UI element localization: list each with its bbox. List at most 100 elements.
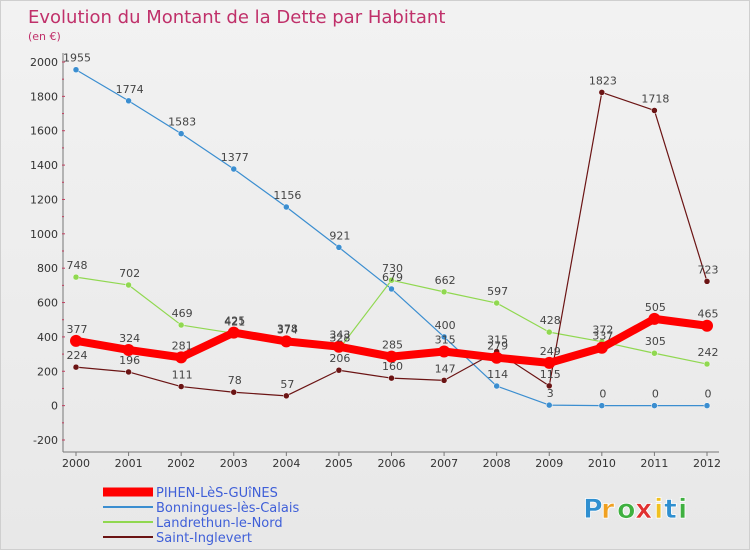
series-point-2 bbox=[177, 321, 185, 329]
data-label: 1955 bbox=[63, 52, 91, 65]
logo-letter: r bbox=[601, 494, 615, 525]
series-point-1 bbox=[230, 165, 237, 173]
series-point-1 bbox=[440, 333, 448, 341]
data-label: 111 bbox=[172, 369, 193, 382]
logo-letter: i bbox=[654, 494, 663, 525]
data-label: 1583 bbox=[168, 116, 196, 129]
logo-letter: o bbox=[617, 494, 636, 525]
data-label: 465 bbox=[698, 308, 719, 321]
legend-label: Bonningues-lès-Calais bbox=[156, 501, 299, 516]
y-tick-label: 200 bbox=[37, 365, 58, 378]
data-label: 78 bbox=[228, 374, 242, 387]
data-label: 281 bbox=[172, 339, 193, 352]
y-tick-label: 600 bbox=[37, 297, 58, 310]
series-point-3 bbox=[230, 388, 237, 396]
series-point-3 bbox=[440, 377, 448, 384]
series-point-1 bbox=[546, 401, 553, 409]
series-point-3 bbox=[177, 383, 185, 390]
series-point-3 bbox=[598, 89, 606, 96]
data-label: 206 bbox=[329, 352, 350, 365]
series-lines bbox=[70, 66, 713, 409]
series-point-2 bbox=[440, 288, 448, 296]
series-point-2 bbox=[651, 349, 658, 357]
data-label: 315 bbox=[487, 334, 508, 347]
data-label: 428 bbox=[540, 314, 561, 327]
series-point-0 bbox=[332, 340, 345, 353]
chart-title: Evolution du Montant de la Dette par Hab… bbox=[28, 7, 445, 28]
data-label: 505 bbox=[645, 301, 666, 314]
data-label: 421 bbox=[224, 315, 245, 328]
data-label: 374 bbox=[277, 323, 298, 336]
y-tick-label: 1000 bbox=[30, 228, 58, 241]
data-label: 1718 bbox=[641, 92, 669, 105]
data-label: 114 bbox=[487, 368, 508, 381]
series-point-0 bbox=[490, 351, 503, 364]
data-label: 1823 bbox=[589, 74, 617, 87]
series-point-1 bbox=[651, 402, 658, 409]
x-tick-label: 2005 bbox=[325, 457, 353, 470]
data-label: 679 bbox=[382, 271, 403, 284]
logo-letter: t bbox=[664, 494, 677, 525]
series-point-0 bbox=[227, 326, 240, 339]
data-label: 1377 bbox=[221, 151, 249, 164]
series-point-0 bbox=[438, 345, 451, 358]
series-point-1 bbox=[125, 97, 132, 105]
series-point-1 bbox=[703, 402, 711, 409]
x-tick-label: 2002 bbox=[167, 457, 195, 470]
series-point-1 bbox=[72, 66, 80, 73]
series-point-0 bbox=[280, 335, 293, 348]
y-tick-label: 2000 bbox=[30, 56, 58, 69]
series-point-0 bbox=[543, 356, 556, 369]
series-point-3 bbox=[388, 374, 395, 382]
proxiti-logo: Pr o x i t i bbox=[583, 494, 688, 526]
data-label: 315 bbox=[435, 334, 456, 347]
x-tick-label: 2012 bbox=[693, 457, 721, 470]
data-label: 730 bbox=[382, 262, 403, 275]
series-point-3 bbox=[651, 107, 658, 114]
legend: PIHEN-LèS-GUîNESBonningues-lès-CalaisLan… bbox=[103, 486, 299, 546]
data-label: 378 bbox=[277, 323, 298, 336]
data-label: 160 bbox=[382, 360, 403, 373]
data-label: 328 bbox=[329, 331, 350, 344]
series-point-0 bbox=[122, 343, 135, 356]
series-point-2 bbox=[72, 273, 80, 281]
series-point-3 bbox=[283, 392, 290, 400]
y-tick-label: -200 bbox=[33, 434, 58, 447]
axes: -200020040060080010001200140016001800200… bbox=[30, 53, 721, 470]
series-point-0 bbox=[175, 351, 188, 364]
series-point-0 bbox=[70, 334, 82, 347]
data-label: 702 bbox=[119, 267, 140, 280]
data-label: 224 bbox=[67, 349, 88, 362]
legend-label: PIHEN-LèS-GUîNES bbox=[156, 486, 278, 501]
series-point-3 bbox=[125, 368, 132, 376]
data-label: 147 bbox=[435, 362, 456, 375]
x-tick-label: 2006 bbox=[378, 457, 406, 470]
x-tick-label: 2010 bbox=[588, 457, 616, 470]
series-point-1 bbox=[335, 244, 343, 251]
series-point-0 bbox=[701, 319, 713, 332]
x-tick-label: 2007 bbox=[430, 457, 458, 470]
series-point-1 bbox=[283, 203, 290, 211]
data-label: 249 bbox=[540, 345, 561, 358]
data-label: 3 bbox=[547, 387, 554, 400]
series-point-3 bbox=[72, 363, 80, 371]
data-label: 425 bbox=[224, 315, 245, 328]
data-label: 115 bbox=[540, 368, 561, 381]
x-tick-label: 2004 bbox=[272, 457, 300, 470]
data-label: 921 bbox=[329, 229, 350, 242]
series-point-3 bbox=[703, 278, 711, 285]
series-point-2 bbox=[493, 299, 500, 307]
series-point-2 bbox=[546, 328, 553, 336]
data-label: 279 bbox=[487, 340, 508, 353]
series-point-0 bbox=[595, 341, 608, 354]
data-label: 597 bbox=[487, 285, 508, 298]
data-label: 469 bbox=[172, 307, 193, 320]
data-label: 377 bbox=[67, 323, 88, 336]
data-label: 196 bbox=[119, 354, 140, 367]
legend-label: Saint-Inglevert bbox=[156, 531, 252, 546]
logo-letter: x bbox=[635, 494, 652, 525]
y-tick-label: 1400 bbox=[30, 159, 58, 172]
x-tick-label: 2000 bbox=[62, 457, 90, 470]
